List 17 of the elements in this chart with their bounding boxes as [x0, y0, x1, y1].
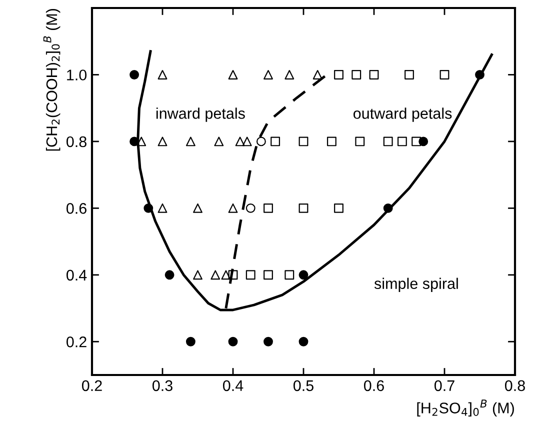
x-tick-label: 0.6: [364, 380, 384, 392]
y-tick-label: 0.6: [66, 203, 86, 214]
x-tick-label: 0.5: [293, 380, 314, 392]
x-tick-label: 0.4: [222, 380, 244, 392]
x-tick-label: 0.3: [152, 380, 172, 392]
y-tick-label: 1.0: [67, 70, 87, 80]
x-axis-title: [H$_{2}$SO$_{4}$]$_{0}$$^{B}$ (M): [417, 400, 514, 416]
x-tick-label: 0.8: [504, 380, 525, 392]
x-tick-label: 0.2: [82, 380, 102, 392]
y-axis-title: [CH$_{2}$(COOH)$_{2}$]$_{0}$$^{B}$ (M): [43, 8, 60, 151]
y-tick-label: 0.2: [66, 336, 86, 348]
y-tick-label: 0.8: [66, 136, 86, 148]
x-tick-label: 0.7: [434, 380, 454, 392]
y-tick-label: 0.4: [66, 270, 87, 281]
annotation: outward petals: [353, 108, 452, 122]
annotation: simple spiral: [374, 278, 458, 292]
annotation: inward petals: [156, 108, 245, 122]
